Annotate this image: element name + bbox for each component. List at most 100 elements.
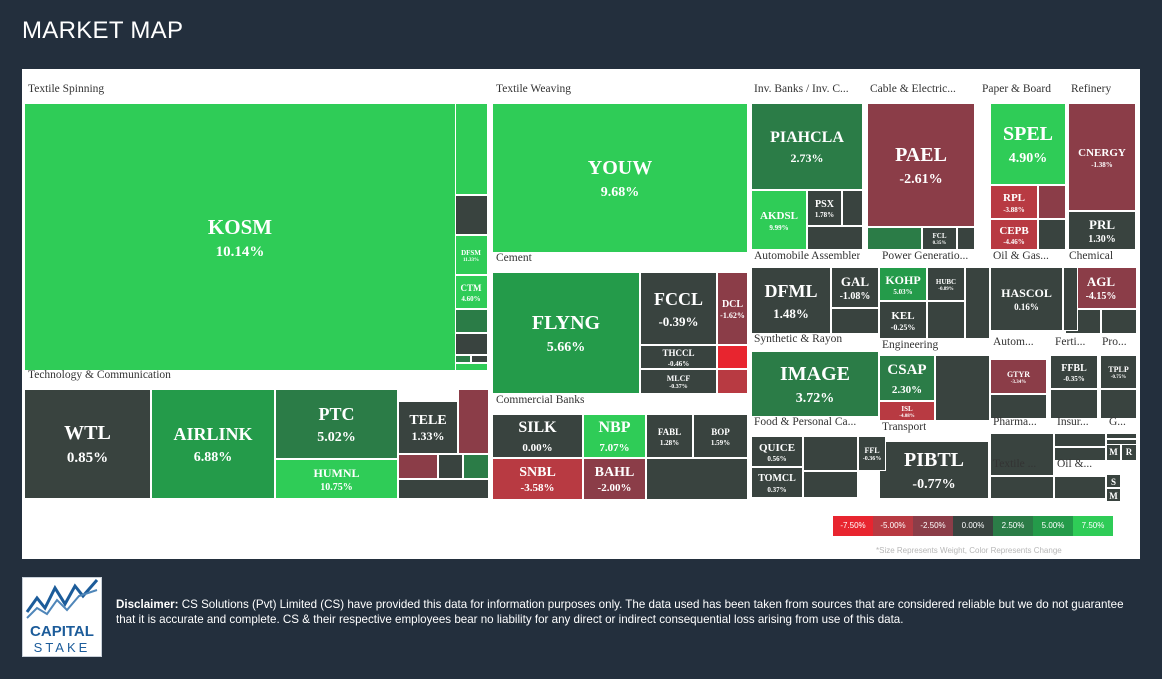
stock-change: -2.61% [899,171,943,187]
stock-tile[interactable]: SILK 0.00% [492,414,583,458]
stock-tile-small[interactable] [1038,185,1066,219]
stock-tile[interactable]: FCCL -0.39% [640,272,717,345]
stock-tile-small[interactable] [831,308,879,334]
stock-tile[interactable]: TOMCL 0.37% [751,467,803,498]
stock-tile[interactable]: MLCF -0.37% [640,369,717,394]
stock-tile[interactable]: IMAGE 3.72% [751,351,879,417]
stock-tile[interactable]: THCCL -0.46% [640,345,717,369]
stock-tile[interactable]: DCL -1.62% [717,272,748,345]
stock-tile-small[interactable] [807,226,863,250]
stock-tile[interactable]: HUMNL 10.75% [275,459,398,499]
stock-tile[interactable]: HUBC -0.89% [927,267,965,301]
stock-tile[interactable]: M [1106,488,1121,502]
stock-tile[interactable]: SNBL -3.58% [492,458,583,500]
stock-tile[interactable]: PTC 5.02% [275,389,398,459]
stock-change: 1.33% [411,429,445,444]
stock-tile-small[interactable] [471,355,488,363]
stock-tile[interactable]: CNERGY -1.38% [1068,103,1136,211]
stock-tile[interactable]: FLYNG 5.66% [492,272,640,394]
stock-tile-small[interactable] [398,454,438,479]
stock-tile[interactable]: CTM 4.60% [454,275,488,309]
stock-tile-small[interactable] [1063,267,1078,331]
stock-tile-small[interactable] [803,436,858,471]
stock-tile[interactable]: PIAHCLA 2.73% [751,103,863,190]
stock-tile[interactable]: PAEL -2.61% [867,103,975,227]
stock-tile-small[interactable] [1054,433,1106,447]
stock-tile[interactable]: CEPB -4.46% [990,219,1038,250]
stock-tile-small[interactable] [957,227,975,250]
stock-tile[interactable]: S [1106,474,1121,488]
legend-item: 7.50% [1073,516,1113,536]
stock-change: -2.00% [597,482,632,495]
stock-tile[interactable]: BAHL -2.00% [583,458,646,500]
stock-tile[interactable]: WTL 0.85% [24,389,151,499]
stock-tile-small[interactable] [1106,439,1137,445]
stock-tile-small[interactable] [458,389,489,454]
stock-tile-small[interactable] [1100,389,1137,419]
stock-tile[interactable]: FFBL -0.35% [1050,355,1098,389]
disclaimer: Disclaimer: CS Solutions (Pvt) Limited (… [116,597,1126,627]
stock-change: -3.34% [1010,379,1027,385]
stock-tile[interactable]: GTYR -3.34% [990,359,1047,394]
stock-tile[interactable]: TPLP -0.75% [1100,355,1137,389]
stock-tile[interactable]: DFML 1.48% [751,267,831,334]
stock-tile[interactable]: KEL -0.25% [879,301,927,339]
stock-tile[interactable]: NBP 7.07% [583,414,646,458]
stock-tile-small[interactable] [463,454,489,479]
stock-tile-small[interactable] [454,355,471,363]
stock-tile-small[interactable] [438,454,463,479]
sector-label: Automobile Assembler [754,250,861,262]
stock-symbol: BOP [711,427,730,438]
legend-item: 2.50% [993,516,1033,536]
stock-tile-small[interactable] [454,103,488,195]
stock-symbol: DFSM [461,248,481,257]
stock-tile-small[interactable] [454,195,488,235]
stock-tile-small[interactable] [990,394,1047,419]
stock-tile[interactable]: ISL -4.08% [879,401,935,421]
stock-tile-small[interactable] [1106,433,1137,439]
stock-tile-small[interactable] [867,227,922,250]
stock-tile[interactable]: PIBTL -0.77% [879,441,989,499]
stock-tile[interactable]: HASCOL 0.16% [990,267,1063,331]
stock-change: -0.37% [669,384,688,391]
stock-tile-small[interactable] [454,363,488,371]
stock-tile[interactable]: BOP 1.59% [693,414,748,458]
stock-tile-small[interactable] [398,479,489,499]
stock-tile-small[interactable] [990,433,1054,476]
stock-tile-small[interactable] [1101,309,1137,334]
stock-tile-small[interactable] [717,345,748,369]
stock-tile-small[interactable] [454,333,488,355]
stock-tile-small[interactable] [803,471,858,498]
stock-change: 1.30% [1088,233,1116,245]
stock-tile[interactable]: FFL -0.36% [858,436,886,471]
stock-tile[interactable]: KOSM 10.14% [24,103,456,371]
stock-tile[interactable]: AIRLINK 6.88% [151,389,275,499]
stock-tile-small[interactable] [842,190,863,226]
stock-tile[interactable]: PSX 1.78% [807,190,842,226]
stock-tile-small[interactable] [965,267,990,339]
stock-tile[interactable]: RPL -3.88% [990,185,1038,219]
stock-tile-small[interactable] [927,301,965,339]
stock-tile-small[interactable] [990,476,1054,499]
stock-tile-small[interactable] [935,355,990,421]
stock-tile-small[interactable] [717,369,748,394]
stock-tile[interactable]: FABL 1.28% [646,414,693,458]
stock-tile[interactable]: AKDSL 9.99% [751,190,807,250]
stock-tile[interactable]: PRL 1.30% [1068,211,1136,250]
stock-tile-small[interactable] [1038,219,1066,250]
stock-tile[interactable]: GAL -1.08% [831,267,879,308]
stock-tile[interactable]: CSAP 2.30% [879,355,935,401]
stock-tile[interactable]: DFSM 11.33% [454,235,488,275]
stock-tile[interactable]: FCL 0.35% [922,227,957,250]
stock-tile[interactable]: QUICE 0.56% [751,436,803,467]
stock-tile[interactable]: KOHP 5.03% [879,267,927,301]
stock-tile-small[interactable] [1050,389,1098,419]
stock-tile-small[interactable] [1054,476,1106,499]
stock-tile[interactable]: YOUW 9.68% [492,103,748,253]
stock-tile-small[interactable] [454,309,488,333]
stock-tile[interactable]: TELE 1.33% [398,401,458,454]
stock-tile[interactable]: SPEL 4.90% [990,103,1066,185]
stock-symbol: WTL [64,422,111,445]
stock-tile-small[interactable] [1054,447,1106,461]
stock-tile-small[interactable] [646,458,748,500]
